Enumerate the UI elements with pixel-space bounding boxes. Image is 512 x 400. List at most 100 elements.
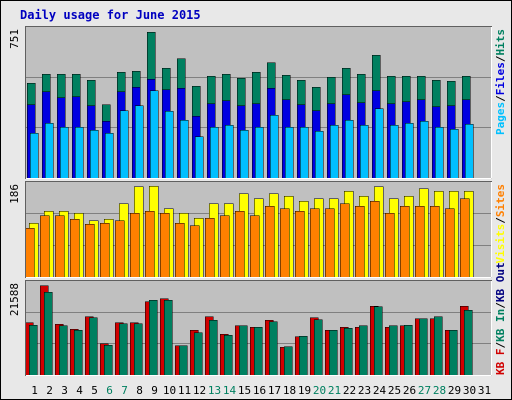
- bar-kb-in: [448, 329, 458, 376]
- day-label: 7: [121, 384, 128, 397]
- bar-kb-in: [463, 309, 473, 376]
- bar-kb-in: [193, 332, 203, 376]
- bar-pages: [29, 132, 39, 179]
- day-label: 17: [268, 384, 281, 397]
- bar-kb-in: [313, 319, 323, 376]
- bar-kb-in: [253, 326, 263, 376]
- day-label: 9: [151, 384, 158, 397]
- day-label: 25: [388, 384, 401, 397]
- day-label: 15: [238, 384, 251, 397]
- bar-sites: [84, 223, 95, 278]
- day-label: 20: [313, 384, 326, 397]
- day-label: 10: [163, 384, 176, 397]
- day-label: 19: [298, 384, 311, 397]
- bar-sites: [444, 208, 455, 278]
- bar-sites: [114, 220, 125, 278]
- legend-separator: /: [494, 217, 507, 224]
- legend-item-hits: Hits: [494, 29, 507, 56]
- bar-pages: [449, 128, 459, 179]
- bar-sites: [189, 225, 200, 278]
- bar-pages: [104, 132, 114, 179]
- bar-pages: [224, 124, 234, 179]
- day-label: 16: [253, 384, 266, 397]
- chart-title: Daily usage for June 2015: [20, 8, 201, 22]
- bar-sites: [354, 205, 365, 278]
- bar-sites: [279, 208, 290, 278]
- legend-text: Pages/Files/Hits: [494, 29, 507, 135]
- day-label: 29: [448, 384, 461, 397]
- bar-sites: [204, 218, 215, 278]
- day-label: 14: [223, 384, 237, 397]
- bar-pages: [374, 108, 384, 179]
- bar-sites: [24, 227, 35, 278]
- bar-pages: [209, 126, 219, 179]
- bar-kb-in: [388, 325, 398, 376]
- panel-kbf-kbin-kbout: 21588 KB F/KB In/KB Out: [8, 262, 507, 376]
- bar-pages: [434, 126, 444, 179]
- bar-pages: [299, 126, 309, 179]
- bar-pages: [359, 124, 369, 179]
- bar-pages: [59, 126, 69, 179]
- bar-kb-in: [73, 329, 83, 376]
- bar-sites: [144, 210, 155, 278]
- bar-kb-in: [373, 306, 383, 376]
- bar-sites: [324, 208, 335, 278]
- bar-kb-in: [118, 323, 128, 376]
- bar-sites: [384, 213, 395, 278]
- bar-sites: [339, 203, 350, 278]
- bar-pages: [44, 122, 54, 179]
- bar-pages: [284, 126, 294, 179]
- legend-item-files: Files: [494, 62, 507, 95]
- bar-pages: [329, 124, 339, 179]
- bar-kb-in: [88, 317, 98, 376]
- bar-sites: [54, 215, 65, 278]
- panel-visits-sites: 186 Visits/Sites: [8, 181, 507, 278]
- bar-pages: [179, 120, 189, 179]
- bar-pages: [344, 120, 354, 179]
- bar-sites: [294, 210, 305, 278]
- bar-sites: [249, 215, 260, 278]
- bar-sites: [129, 213, 140, 278]
- legend-item-kb-out: KB Out: [494, 262, 507, 302]
- day-label: 31: [478, 384, 491, 397]
- bar-pages: [389, 124, 399, 179]
- bar-sites: [219, 215, 230, 278]
- day-label: 5: [91, 384, 98, 397]
- bar-kb-in: [298, 335, 308, 376]
- day-label: 6: [106, 384, 113, 397]
- bar-sites: [264, 205, 275, 278]
- day-label: 28: [433, 384, 446, 397]
- bar-pages: [269, 115, 279, 179]
- bar-kb-in: [238, 325, 248, 376]
- bar-pages: [464, 123, 474, 179]
- y-max-label: 751: [8, 29, 21, 49]
- legend-text: Visits/Sites: [494, 184, 507, 264]
- bar-kb-in: [358, 325, 368, 376]
- bar-sites: [234, 210, 245, 278]
- day-label: 8: [136, 384, 143, 397]
- bar-pages: [419, 120, 429, 179]
- y-max-label: 21588: [8, 283, 21, 316]
- day-label: 26: [403, 384, 416, 397]
- panel-hits-files-pages: 751 Pages/Files/Hits: [8, 26, 507, 179]
- bar-sites: [39, 215, 50, 278]
- bar-kb-in: [148, 300, 158, 376]
- bar-sites: [99, 222, 110, 278]
- legend-visits-sites: Visits/Sites: [494, 184, 507, 264]
- y-max-label: 186: [8, 184, 21, 204]
- bar-pages: [74, 126, 84, 179]
- day-label: 11: [178, 384, 191, 397]
- bar-kb-in: [328, 329, 338, 376]
- day-label: 4: [76, 384, 83, 397]
- bar-sites: [174, 222, 185, 278]
- bar-sites: [429, 205, 440, 278]
- bar-kb-in: [433, 316, 443, 376]
- bar-pages: [404, 122, 414, 179]
- legend-text: KB F/KB In/KB Out: [494, 262, 507, 375]
- bar-kb-in: [403, 324, 413, 376]
- bar-kb-in: [208, 319, 218, 376]
- legend-item-kb-in: KB In: [494, 309, 507, 342]
- bar-kb-in: [28, 324, 38, 376]
- bar-sites: [309, 208, 320, 278]
